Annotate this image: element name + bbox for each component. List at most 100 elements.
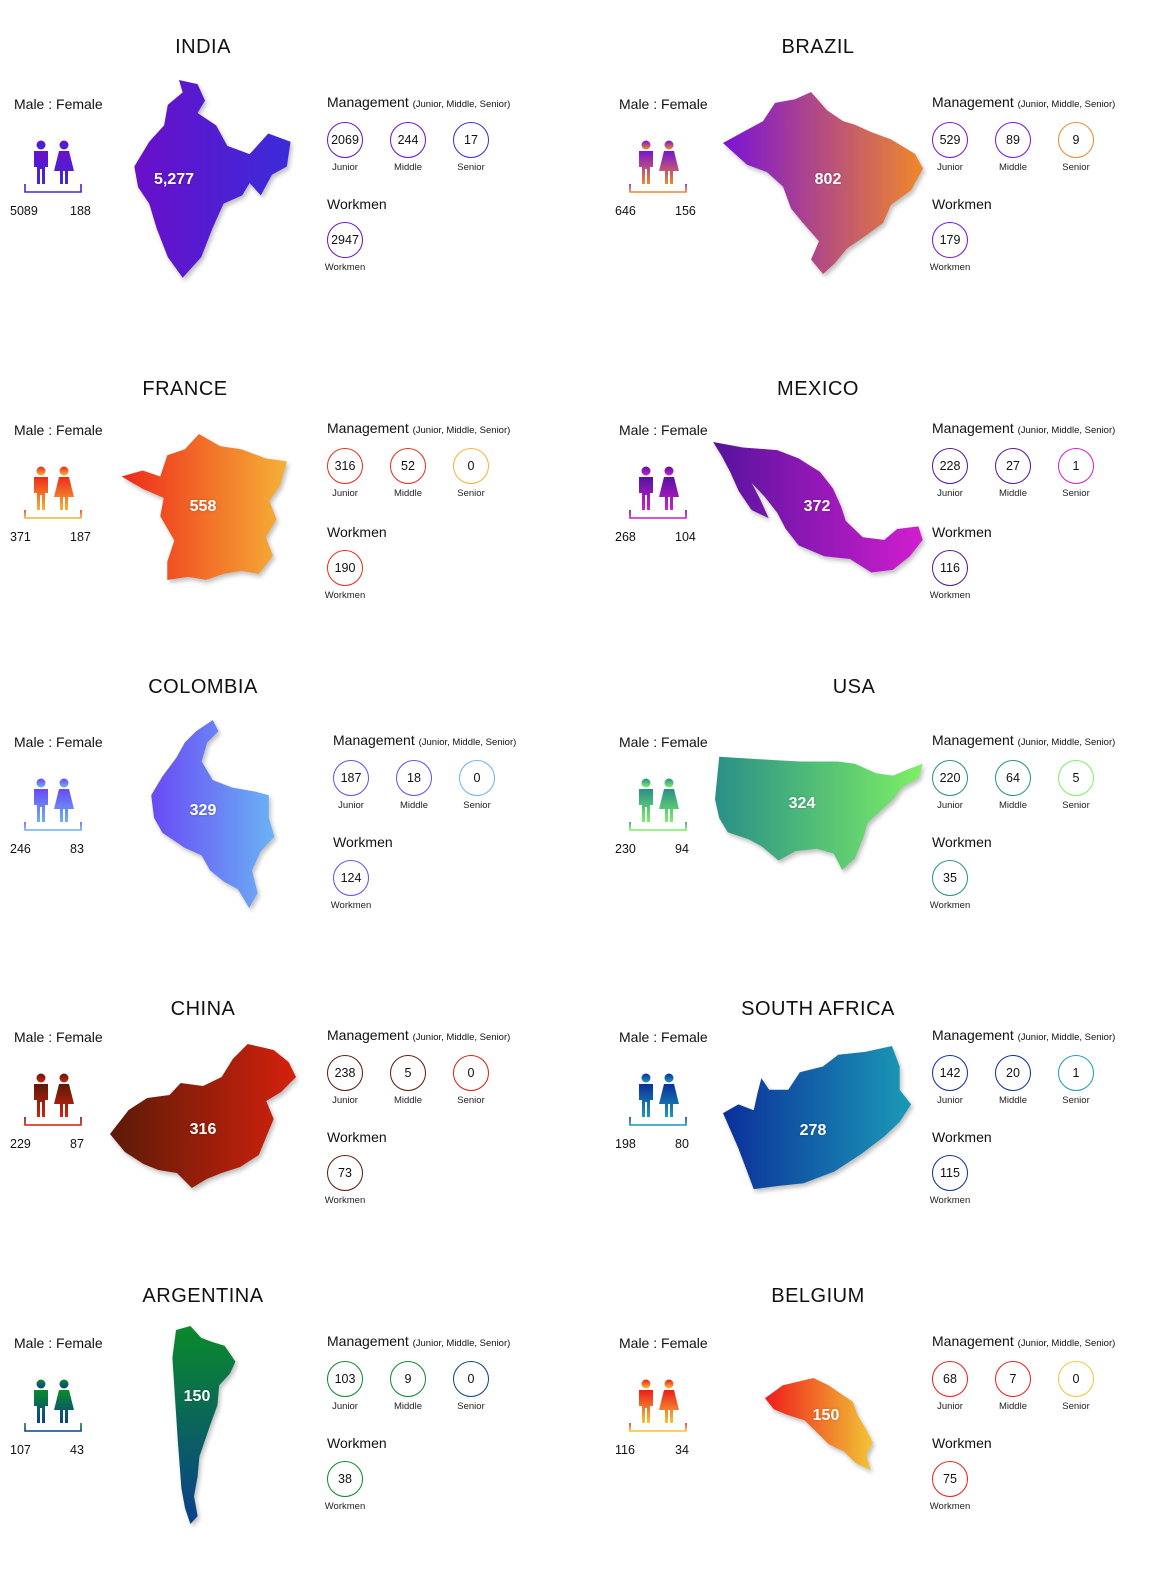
management-sublabel: (Junior, Middle, Senior) [1017,1338,1116,1349]
middle-label: Middle [999,800,1027,811]
junior-count-circle: 316 [327,448,363,484]
female-count: 83 [70,842,84,856]
male-count: 116 [615,1443,635,1457]
male-female-icon [629,140,687,193]
male-count: 198 [615,1137,636,1151]
senior-count-circle: 0 [453,1055,489,1091]
senior-label: Senior [1062,162,1090,173]
management-label: Management [327,1027,409,1043]
india-map-icon [134,80,291,278]
country-panel: BELGIUM Male : Female 116 34 150 Management (… [605,1250,1160,1566]
country-total: 324 [788,795,816,812]
male-count: 268 [615,530,636,544]
management-sublabel: (Junior, Middle, Senior) [412,99,511,110]
workmen-heading: Workmen [327,196,387,212]
female-count: 187 [70,530,91,544]
middle-count-circle: 5 [390,1055,426,1091]
country-panel: SOUTH AFRICA Male : Female 198 80 278 Managem… [605,962,1160,1278]
workmen-heading: Workmen [932,834,992,850]
management-label: Management [327,94,409,110]
management-label: Management [932,1027,1014,1043]
middle-label: Middle [394,488,422,499]
male-female-label: Male : Female [14,96,103,112]
country-title: BELGIUM [771,1285,865,1307]
country-panel: USA Male : Female 230 94 324 Management (Juni… [605,640,1160,956]
male-female-label: Male : Female [619,422,708,438]
middle-count-circle: 52 [390,448,426,484]
country-panel: CHINA Male : Female 229 87 316 Management (Ju… [0,962,580,1278]
senior-count-circle: 0 [453,1361,489,1397]
workmen-label: Workmen [324,262,366,273]
workmen-label: Workmen [330,900,372,911]
workmen-label: Workmen [929,590,971,601]
male-count: 229 [10,1137,31,1151]
management-sublabel: (Junior, Middle, Senior) [412,1338,511,1349]
male-count: 246 [10,842,31,856]
senior-label: Senior [463,800,491,811]
junior-count-circle: 238 [327,1055,363,1091]
senior-label: Senior [457,1095,485,1106]
management-label: Management [327,1333,409,1349]
junior-label: Junior [937,488,963,499]
female-count: 34 [675,1443,689,1457]
middle-label: Middle [999,1095,1027,1106]
management-heading: Management (Junior, Middle, Senior) [932,732,1115,748]
workmen-heading: Workmen [333,834,393,850]
middle-count-circle: 27 [995,448,1031,484]
workmen-heading: Workmen [932,1435,992,1451]
workmen-heading: Workmen [932,196,992,212]
male-female-icon [24,778,82,831]
male-female-icon [24,1379,82,1432]
management-heading: Management (Junior, Middle, Senior) [932,1027,1115,1043]
country-total: 150 [812,1407,840,1424]
middle-label: Middle [394,1401,422,1412]
france-map-icon [121,434,287,580]
country-title: USA [832,676,876,698]
male-female-icon [24,466,82,519]
management-heading: Management (Junior, Middle, Senior) [327,94,510,110]
workmen-count-circle: 124 [333,860,369,896]
mexico-map-icon [713,442,923,573]
junior-label: Junior [332,1095,358,1106]
male-count: 5089 [10,204,38,218]
workmen-count-circle: 38 [327,1461,363,1497]
male-female-label: Male : Female [14,1029,103,1045]
junior-label: Junior [937,800,963,811]
management-label: Management [932,732,1014,748]
junior-count-circle: 187 [333,760,369,796]
middle-count-circle: 20 [995,1055,1031,1091]
senior-label: Senior [457,488,485,499]
workmen-count-circle: 2947 [327,222,363,258]
female-count: 94 [675,842,689,856]
male-female-label: Male : Female [619,734,708,750]
workmen-label: Workmen [324,1195,366,1206]
female-count: 156 [675,204,696,218]
middle-label: Middle [394,162,422,173]
country-total: 150 [183,1388,211,1405]
workmen-count-circle: 75 [932,1461,968,1497]
junior-count-circle: 103 [327,1361,363,1397]
male-female-label: Male : Female [14,734,103,750]
management-heading: Management (Junior, Middle, Senior) [932,1333,1115,1349]
workmen-heading: Workmen [327,1129,387,1145]
junior-count-circle: 68 [932,1361,968,1397]
management-sublabel: (Junior, Middle, Senior) [418,737,517,748]
workmen-label: Workmen [929,262,971,273]
management-label: Management [333,732,415,748]
male-female-icon [24,140,82,193]
junior-label: Junior [937,1095,963,1106]
female-count: 104 [675,530,696,544]
workmen-label: Workmen [324,590,366,601]
junior-count-circle: 529 [932,122,968,158]
senior-label: Senior [1062,1095,1090,1106]
middle-label: Middle [394,1095,422,1106]
country-title: FRANCE [142,378,228,400]
workmen-heading: Workmen [327,1435,387,1451]
female-count: 80 [675,1137,689,1151]
colombia-map-icon [151,720,275,908]
junior-label: Junior [937,1401,963,1412]
management-heading: Management (Junior, Middle, Senior) [333,732,516,748]
middle-count-circle: 9 [390,1361,426,1397]
management-sublabel: (Junior, Middle, Senior) [412,1032,511,1043]
junior-label: Junior [332,488,358,499]
